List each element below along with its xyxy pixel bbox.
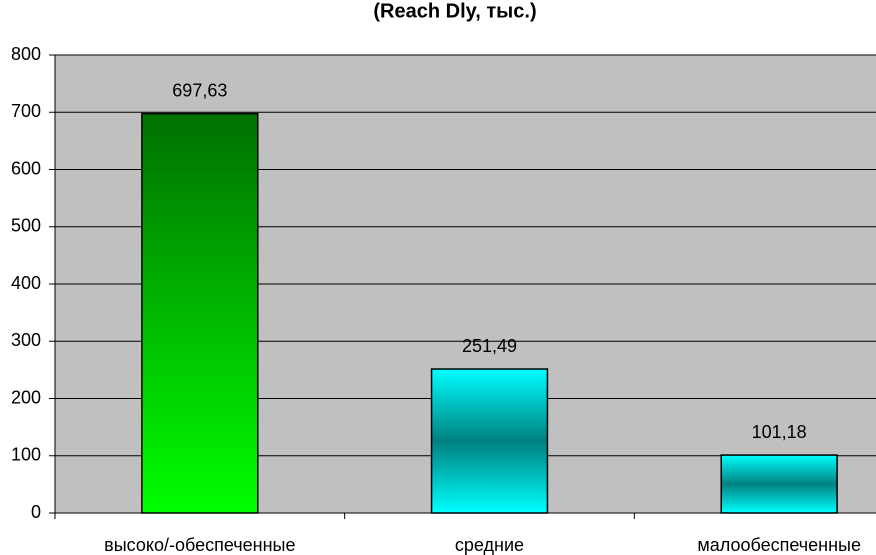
value-label: 101,18 [752,422,807,442]
value-label: 251,49 [462,336,517,356]
y-tick-label: 600 [11,158,41,178]
x-tick-label: высоко/-обеспеченные [104,535,295,555]
y-tick-label: 100 [11,445,41,465]
y-tick-label: 500 [11,216,41,236]
chart-title: (Reach Dly, тыс.) [373,0,536,22]
y-tick-label: 300 [11,330,41,350]
x-tick-label: малообеспеченные [697,535,861,555]
x-tick-label: средние [455,535,524,555]
bar [430,368,549,514]
y-tick-label: 700 [11,101,41,121]
y-tick-label: 400 [11,273,41,293]
value-label: 697,63 [172,80,227,100]
y-tick-label: 200 [11,387,41,407]
bar [720,454,838,514]
y-tick-label: 0 [31,502,41,522]
y-tick-label: 800 [11,44,41,64]
bar [141,112,259,514]
